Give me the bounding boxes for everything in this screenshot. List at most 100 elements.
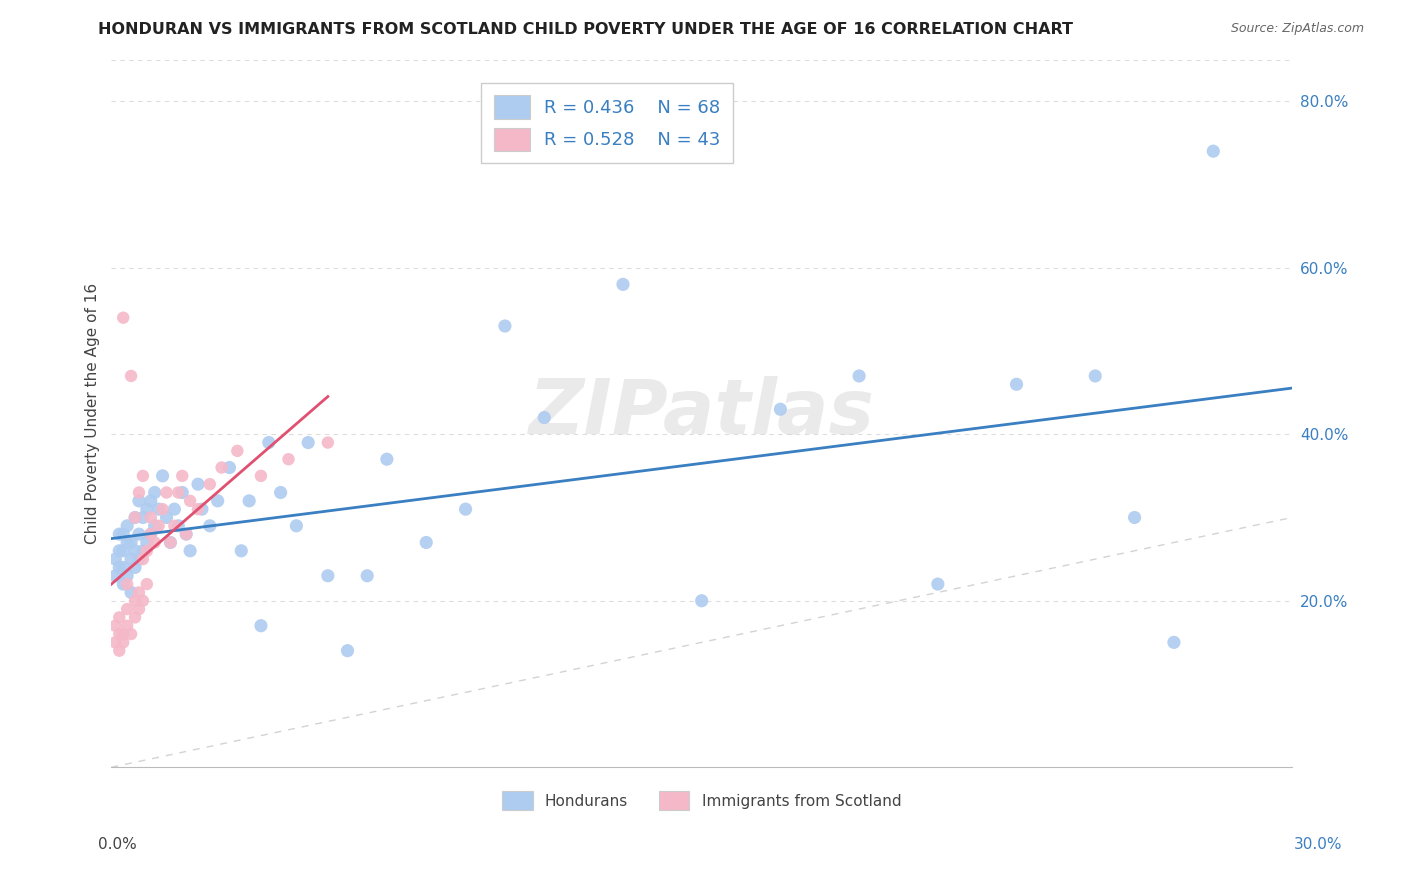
Point [159, 535, 181, 549]
Point [179, 493, 201, 508]
Point [143, 485, 166, 500]
Point [115, 518, 138, 533]
Point [112, 627, 135, 641]
Point [316, 568, 339, 582]
Text: 30.0%: 30.0% [1295, 838, 1343, 852]
Point [207, 493, 229, 508]
Point [124, 510, 146, 524]
Point [231, 543, 253, 558]
Point [120, 585, 142, 599]
Point [120, 535, 142, 549]
Point [356, 568, 378, 582]
Point [108, 543, 131, 558]
Point [124, 543, 146, 558]
Point [454, 502, 477, 516]
Point [120, 552, 142, 566]
Point [132, 468, 155, 483]
Point [135, 535, 157, 549]
Point [108, 610, 131, 624]
Point [124, 610, 146, 624]
Point [1084, 368, 1107, 383]
Point [179, 543, 201, 558]
Point [285, 518, 308, 533]
Point [143, 518, 166, 533]
Point [174, 527, 197, 541]
Point [115, 568, 138, 582]
Point [135, 502, 157, 516]
Point [104, 568, 127, 582]
Point [112, 577, 135, 591]
Point [112, 527, 135, 541]
Point [163, 502, 186, 516]
Point [139, 510, 162, 524]
Point [135, 577, 157, 591]
Point [226, 443, 249, 458]
Point [316, 435, 339, 450]
Text: HONDURAN VS IMMIGRANTS FROM SCOTLAND CHILD POVERTY UNDER THE AGE OF 16 CORRELATI: HONDURAN VS IMMIGRANTS FROM SCOTLAND CHI… [98, 22, 1073, 37]
Point [124, 593, 146, 607]
Point [128, 493, 150, 508]
Point [148, 518, 170, 533]
Point [132, 552, 155, 566]
Legend: Hondurans, Immigrants from Scotland: Hondurans, Immigrants from Scotland [496, 785, 907, 816]
Point [277, 452, 299, 467]
Point [108, 643, 131, 657]
Point [1005, 377, 1028, 392]
Point [148, 502, 170, 516]
Point [124, 560, 146, 574]
Point [187, 477, 209, 491]
Point [336, 643, 359, 657]
Point [115, 535, 138, 549]
Point [167, 485, 190, 500]
Point [187, 502, 209, 516]
Point [211, 460, 233, 475]
Point [143, 535, 166, 549]
Point [238, 493, 260, 508]
Point [115, 602, 138, 616]
Point [120, 627, 142, 641]
Point [198, 518, 221, 533]
Point [139, 493, 162, 508]
Point [533, 410, 555, 425]
Point [132, 593, 155, 607]
Point [124, 510, 146, 524]
Point [112, 635, 135, 649]
Text: 0.0%: 0.0% [98, 838, 138, 852]
Point [174, 527, 197, 541]
Point [132, 510, 155, 524]
Point [612, 277, 634, 292]
Point [163, 518, 186, 533]
Point [1123, 510, 1146, 524]
Point [115, 577, 138, 591]
Point [139, 527, 162, 541]
Point [172, 485, 194, 500]
Point [112, 560, 135, 574]
Point [135, 543, 157, 558]
Point [927, 577, 949, 591]
Point [375, 452, 398, 467]
Point [128, 585, 150, 599]
Point [128, 527, 150, 541]
Point [104, 635, 127, 649]
Point [1163, 635, 1185, 649]
Point [297, 435, 319, 450]
Point [198, 477, 221, 491]
Point [257, 435, 280, 450]
Point [108, 527, 131, 541]
Point [218, 460, 240, 475]
Point [250, 618, 273, 632]
Point [415, 535, 437, 549]
Point [155, 485, 177, 500]
Point [128, 602, 150, 616]
Point [494, 318, 516, 333]
Text: ZIPatlas: ZIPatlas [529, 376, 875, 450]
Point [172, 468, 194, 483]
Point [159, 535, 181, 549]
Point [270, 485, 292, 500]
Point [128, 485, 150, 500]
Point [152, 502, 174, 516]
Y-axis label: Child Poverty Under the Age of 16: Child Poverty Under the Age of 16 [86, 283, 100, 544]
Point [167, 518, 190, 533]
Point [104, 552, 127, 566]
Point [128, 552, 150, 566]
